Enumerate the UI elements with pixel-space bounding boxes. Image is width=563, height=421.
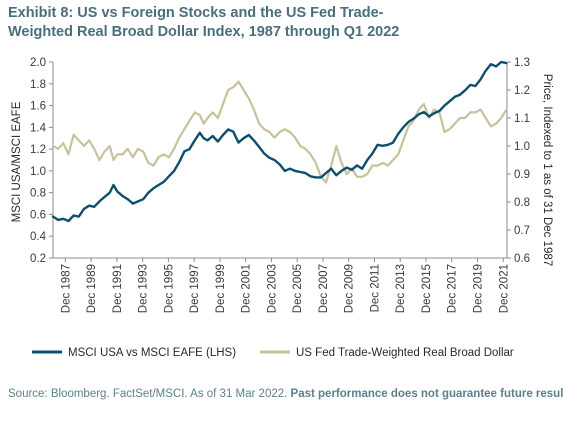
left-y-tick-label: 0.8: [30, 188, 46, 200]
x-tick-label: Dec 2013: [395, 264, 407, 313]
left-y-tick-label: 0.2: [30, 253, 46, 265]
right-y-tick-label: 0.6: [514, 253, 530, 265]
right-y-tick-label: 0.9: [514, 169, 530, 181]
legend-label-msci: MSCI USA vs MSCI EAFE (LHS): [68, 347, 236, 359]
right-y-tick-label: 1.3: [514, 57, 530, 69]
right-y-tick-label: 0.8: [514, 197, 530, 209]
x-tick-label: Dec 2001: [241, 264, 253, 313]
right-y-tick-label: 1.2: [514, 85, 530, 97]
left-y-tick-label: 0.4: [30, 231, 47, 243]
right-y-tick-label: 1.1: [514, 113, 530, 125]
source-note: Source: Bloomberg. FactSet/MSCI. As of 3…: [8, 388, 563, 400]
x-tick-label: Dec 2021: [498, 264, 510, 313]
chart-title-line-1: Exhibit 8: US vs Foreign Stocks and the …: [8, 5, 384, 21]
x-tick-label: Dec 1995: [163, 264, 175, 313]
chart-title-line-2: Weighted Real Broad Dollar Index, 1987 t…: [8, 24, 400, 40]
legend-label-dollar: US Fed Trade-Weighted Real Broad Dollar: [296, 347, 514, 359]
right-y-tick-label: 0.7: [514, 225, 530, 237]
x-tick-label: Dec 2017: [447, 264, 459, 313]
disclaimer-text: Past performance does not guarantee futu…: [290, 388, 563, 400]
left-y-tick-label: 1.2: [30, 144, 46, 156]
right-y-axis-label: Price, Indexed to 1 as of 31 Dec 1987: [541, 74, 553, 266]
series-layer: [51, 60, 508, 223]
x-tick-label: Dec 1997: [189, 264, 201, 313]
left-y-tick-label: 0.6: [30, 209, 46, 221]
x-tick-label: Dec 2015: [421, 264, 433, 313]
x-tick-label: Dec 2019: [473, 264, 485, 313]
left-y-tick-label: 1.4: [30, 122, 47, 134]
right-y-tick-label: 1.0: [514, 141, 530, 153]
x-tick-label: Dec 1989: [86, 264, 98, 313]
x-tick-label: Dec 1987: [60, 264, 72, 313]
source-text: Source: Bloomberg. FactSet/MSCI. As of 3…: [8, 388, 288, 400]
x-tick-label: Dec 1999: [215, 264, 227, 313]
series-line-trade-weighted-dollar: [51, 80, 508, 184]
left-y-axis-label: MSCI USA/MSCI EAFE: [11, 101, 23, 222]
chart-title: Exhibit 8: US vs Foreign Stocks and the …: [8, 4, 553, 42]
x-tick-label: Dec 1993: [138, 264, 150, 313]
left-y-tick-label: 1.6: [30, 101, 46, 113]
x-axis: Dec 1987 Dec 1989 Dec 1991 Dec 1993 Dec 1995…: [53, 257, 510, 313]
x-tick-label: Dec 2011: [369, 264, 381, 312]
left-y-tick-label: 1.8: [30, 79, 46, 91]
left-y-tick-label: 2.0: [30, 57, 46, 69]
x-tick-label: Dec 2009: [344, 264, 356, 313]
legend-item-msci: MSCI USA vs MSCI EAFE (LHS): [32, 347, 236, 359]
x-tick-label: Dec 2003: [266, 264, 278, 313]
x-tick-label: Dec 2007: [318, 264, 330, 313]
legend: MSCI USA vs MSCI EAFE (LHS) US Fed Trade…: [32, 347, 514, 359]
series-line-msci-usa-vs-eafe: [51, 60, 508, 223]
x-tick-label: Dec 1991: [112, 264, 124, 313]
x-tick-label: Dec 2005: [292, 264, 304, 313]
left-y-axis: MSCI USA/MSCI EAFE 2.0 1.8 1.6 1.4 1.2 1.0 0.8…: [11, 57, 54, 265]
left-y-tick-label: 1.0: [30, 166, 46, 178]
chart: MSCI USA/MSCI EAFE 2.0 1.8 1.6 1.4 1.2 1.0 0.8…: [11, 57, 553, 359]
right-y-axis: Price, Indexed to 1 as of 31 Dec 1987 1.…: [506, 57, 553, 266]
legend-item-dollar: US Fed Trade-Weighted Real Broad Dollar: [260, 347, 514, 359]
